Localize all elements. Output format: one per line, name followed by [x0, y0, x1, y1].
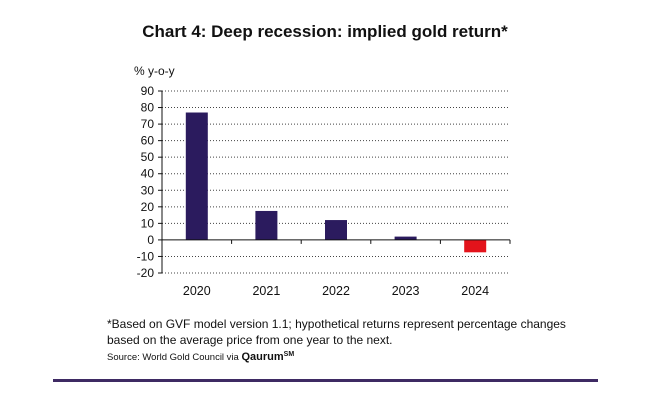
bar-2024 — [464, 239, 487, 253]
y-axis-label: % y-o-y — [134, 64, 175, 78]
source-line: Source: World Gold Council via QaurumSM — [107, 351, 294, 363]
bar-2022 — [325, 220, 347, 240]
y-tick-label: 80 — [141, 101, 155, 115]
y-tick-label: 30 — [141, 183, 155, 197]
chart-title: Chart 4: Deep recession: implied gold re… — [142, 22, 508, 41]
y-tick-label: 10 — [141, 216, 155, 230]
y-tick-label: 40 — [141, 167, 155, 181]
y-tick-label: 70 — [141, 117, 155, 131]
y-tick-label: 0 — [147, 233, 154, 247]
source-prefix: Source: World Gold Council via — [107, 352, 239, 363]
service-mark: SM — [283, 351, 295, 358]
y-tick-label: 60 — [141, 134, 155, 148]
y-tick-label: -20 — [137, 266, 155, 280]
x-tick-label: 2024 — [461, 284, 489, 298]
bottom-rule — [53, 379, 598, 382]
y-tick-label: 20 — [141, 200, 155, 214]
x-tick-label: 2020 — [183, 284, 211, 298]
source-brand: Qaurum — [241, 351, 284, 363]
y-tick-label: -10 — [137, 249, 155, 263]
bar-2023 — [394, 236, 417, 240]
footnote: *Based on GVF model version 1.1; hypothe… — [107, 317, 566, 347]
bar-2020 — [185, 112, 208, 240]
y-tick-label: 90 — [141, 84, 155, 98]
bar-2021 — [255, 210, 278, 240]
y-tick-label: 50 — [141, 150, 155, 164]
x-tick-label: 2023 — [392, 284, 420, 298]
x-tick-label: 2021 — [252, 284, 280, 298]
x-tick-label: 2022 — [322, 284, 350, 298]
